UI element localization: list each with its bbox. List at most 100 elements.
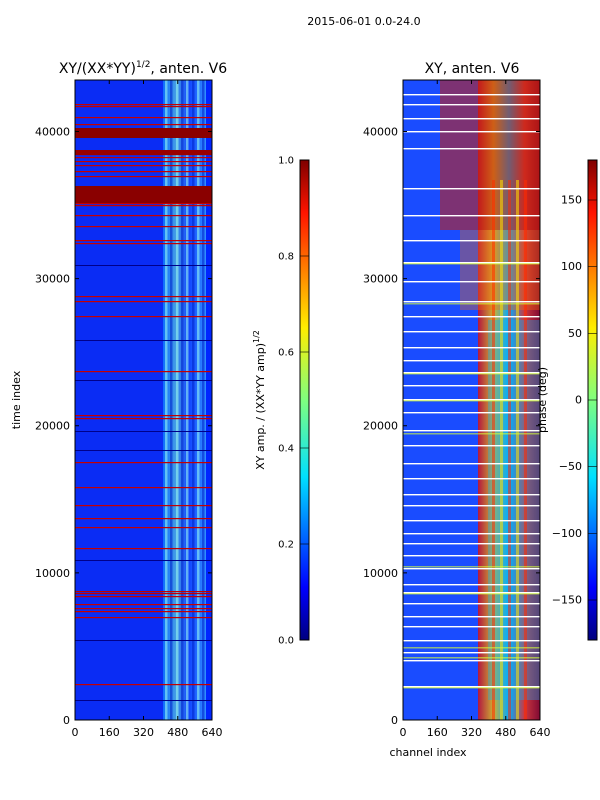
flagged-row xyxy=(75,161,212,163)
phase-panel-title: XY, anten. V6 xyxy=(425,61,520,77)
amplitude-colorbar-tick-label: 0.4 xyxy=(278,444,294,455)
gap-row xyxy=(75,640,212,641)
phase-lower-cyan xyxy=(488,320,540,700)
flagged-row xyxy=(403,215,540,217)
flagged-block xyxy=(75,150,212,155)
flagged-row xyxy=(75,604,212,606)
flagged-row xyxy=(403,281,540,283)
flagged-row xyxy=(75,518,212,520)
flagged-row xyxy=(403,316,540,318)
gap-row xyxy=(75,265,212,266)
highlight-row xyxy=(403,373,540,375)
amplitude-x-tick-label: 320 xyxy=(133,726,154,739)
flagged-row xyxy=(75,296,212,298)
flagged-row xyxy=(403,555,540,557)
band-stripe xyxy=(186,80,189,720)
flagged-row xyxy=(403,445,540,447)
flagged-row xyxy=(75,505,212,507)
flagged-row xyxy=(403,533,540,535)
flagged-row xyxy=(403,494,540,496)
amplitude-colorbar-tick-label: 0.0 xyxy=(278,636,294,647)
flagged-row xyxy=(75,608,212,610)
flagged-row xyxy=(403,240,540,242)
amplitude-y-tick-label: 30000 xyxy=(35,273,70,286)
flagged-row xyxy=(403,188,540,190)
phase-x-tick-label: 480 xyxy=(495,726,516,739)
amplitude-x-tick-label: 640 xyxy=(202,726,223,739)
flagged-row xyxy=(75,527,212,529)
flagged-row xyxy=(75,240,212,242)
flagged-row xyxy=(403,104,540,106)
amplitude-x-tick-label: 0 xyxy=(72,726,79,739)
flagged-row xyxy=(75,617,212,619)
amplitude-colorbar-tick-label: 1.0 xyxy=(278,156,294,167)
flagged-row xyxy=(403,399,540,401)
time-index-axis-label: time index xyxy=(10,370,23,429)
flagged-row xyxy=(75,117,212,119)
highlight-row xyxy=(403,657,540,659)
amplitude-colorbar-ticks: 0.0 0.2 0.4 0.6 0.8 1.0 xyxy=(278,156,309,647)
phase-y-tick-label: 0 xyxy=(391,714,398,727)
flagged-row xyxy=(75,157,212,159)
flagged-row xyxy=(75,165,212,167)
band-stripe xyxy=(192,80,195,720)
flagged-row xyxy=(75,593,212,595)
flagged-row xyxy=(75,596,212,598)
flagged-row xyxy=(403,148,540,150)
amplitude-colorbar: 0.0 0.2 0.4 0.6 0.8 1.0 XY amp. / (XX*YY amp)… xyxy=(252,156,310,647)
flagged-row xyxy=(75,176,212,178)
amplitude-colorbar-gradient xyxy=(299,159,310,641)
amplitude-y-tick-label: 0 xyxy=(63,714,70,727)
flagged-block xyxy=(75,186,212,203)
phase-colorbar-tick-label: −50 xyxy=(559,460,582,473)
amplitude-colorbar-label: XY amp. / (XX*YY amp)1/2 xyxy=(252,330,267,470)
flagged-row xyxy=(403,652,540,654)
highlight-row xyxy=(403,647,540,649)
flagged-row xyxy=(403,360,540,362)
flagged-row xyxy=(75,316,212,318)
flagged-row xyxy=(75,591,212,593)
flagged-row xyxy=(75,124,212,126)
flagged-row xyxy=(75,215,212,217)
flagged-row xyxy=(403,262,540,264)
flagged-row xyxy=(403,505,540,507)
phase-colorbar-tick-label: −100 xyxy=(552,527,582,540)
flagged-row xyxy=(75,106,212,108)
flagged-row xyxy=(403,686,540,688)
flagged-row xyxy=(403,660,540,662)
flagged-row xyxy=(403,372,540,374)
band-stripe xyxy=(202,80,205,720)
highlight-row xyxy=(403,566,540,568)
amplitude-colorbar-tick-label: 0.2 xyxy=(278,540,294,551)
phase-colorbar: phase (deg) −150 −100 −50 0 50 100 150 xyxy=(536,159,598,641)
phase-y-ticks: 0 10000 20000 30000 40000 xyxy=(363,125,540,727)
band-stripe xyxy=(176,80,179,720)
phase-x-ticks: 0 160 320 480 640 xyxy=(400,80,551,739)
flagged-row xyxy=(403,94,540,96)
flagged-row xyxy=(75,203,212,205)
flagged-row xyxy=(75,226,212,228)
flagged-row xyxy=(403,543,540,545)
flagged-row xyxy=(75,301,212,303)
phase-colorbar-tick-label: −150 xyxy=(552,594,582,607)
flagged-row xyxy=(403,331,540,333)
band-stripe xyxy=(181,80,184,720)
phase-colorbar-tick-label: 50 xyxy=(568,327,582,340)
flagged-row xyxy=(75,415,212,417)
amplitude-panel-title: XY/(XX*YY)1/2, anten. V6 xyxy=(59,60,227,77)
phase-y-tick-label: 20000 xyxy=(363,420,398,433)
highlight-row xyxy=(403,687,540,689)
flagged-row xyxy=(403,592,540,594)
amplitude-x-ticks: 0 160 320 480 640 xyxy=(72,80,223,739)
phase-x-tick-label: 640 xyxy=(530,726,551,739)
phase-colorbar-tick-label: 150 xyxy=(561,194,582,207)
phase-colorbar-label: phase (deg) xyxy=(536,367,549,433)
phase-stripe xyxy=(508,180,511,720)
flagged-row xyxy=(403,301,540,303)
gap-row xyxy=(75,431,212,432)
phase-y-tick-label: 10000 xyxy=(363,567,398,580)
amplitude-colorbar-tick-label: 0.6 xyxy=(278,348,294,359)
highlight-row xyxy=(403,400,540,402)
band-stripe xyxy=(197,80,200,720)
flagged-row xyxy=(75,104,212,106)
